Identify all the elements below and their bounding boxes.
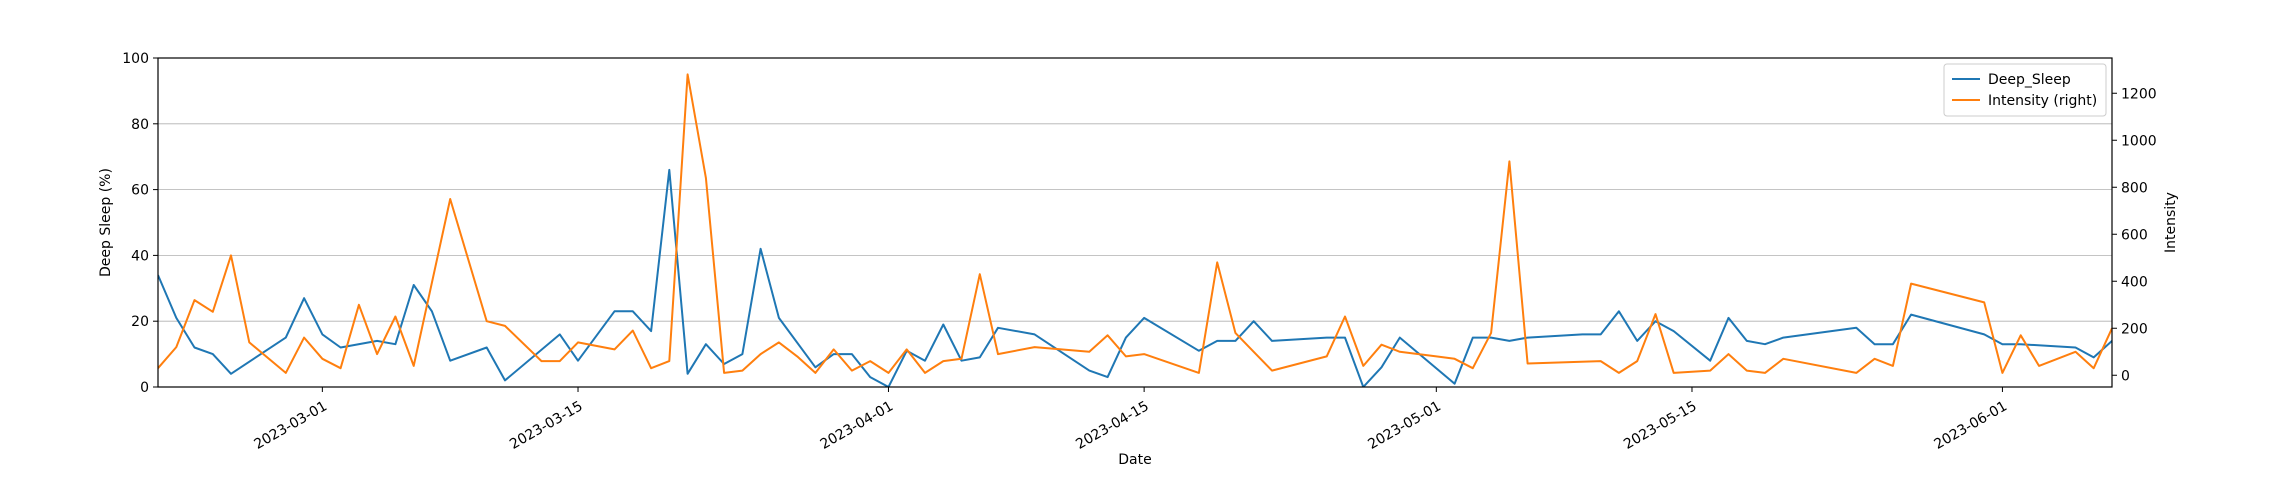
legend-box (1943, 63, 2107, 117)
y-right-tick-label-1: 200 (2121, 321, 2148, 337)
x-tick-label-1: 2023-03-15 (507, 398, 585, 453)
x-tick-label-2: 2023-04-01 (818, 398, 896, 453)
x-tick-label-5: 2023-05-15 (1621, 398, 1699, 453)
y-right-tick-label-4: 800 (2121, 180, 2148, 196)
x-axis-label: Date (1118, 452, 1151, 468)
series-line-intensity-right (158, 73, 2112, 374)
x-tick-label-0: 2023-03-01 (251, 398, 329, 453)
legend-label-1: Intensity (right) (1988, 93, 2097, 109)
y-right-tick-label-2: 400 (2121, 274, 2148, 290)
y-axis-left: 0 20 40 60 80 100 (122, 51, 158, 396)
y-left-tick-label-5: 100 (122, 51, 149, 67)
x-axis: 2023-03-01 2023-03-15 2023-04-01 2023-04-15… (251, 387, 2010, 453)
y-axis-right: 0 200 400 600 800 1000 1200 (2112, 86, 2157, 384)
y-right-tick-label-6: 1200 (2121, 86, 2157, 102)
y-right-tick-label-3: 600 (2121, 227, 2148, 243)
plot-frame (157, 57, 2113, 388)
y-left-tick-label-1: 20 (131, 314, 149, 330)
x-tick-label-3: 2023-04-15 (1073, 398, 1151, 453)
legend-label-0: Deep_Sleep (1988, 72, 2071, 88)
x-tick-label-6: 2023-06-01 (1932, 398, 2010, 453)
series-line-deep-sleep (158, 168, 2112, 387)
gridlines (158, 57, 2112, 388)
y-left-tick-label-0: 0 (140, 380, 149, 396)
y-axis-label-right: Intensity (2163, 192, 2179, 253)
legend: Deep_Sleep Intensity (right) (1943, 63, 2107, 117)
series-layer (158, 73, 2112, 387)
y-left-tick-label-2: 40 (131, 248, 149, 264)
y-right-tick-label-0: 0 (2121, 368, 2130, 384)
x-tick-label-4: 2023-05-01 (1365, 398, 1443, 453)
y-left-tick-label-3: 60 (131, 183, 149, 199)
y-left-tick-label-4: 80 (131, 117, 149, 133)
y-axis-label-left: Deep Sleep (%) (98, 168, 114, 277)
y-right-tick-label-5: 1000 (2121, 133, 2157, 149)
